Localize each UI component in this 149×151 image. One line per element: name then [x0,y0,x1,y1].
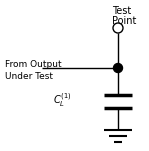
Text: Test: Test [112,6,131,16]
Circle shape [114,64,122,72]
Text: $C_L^{(1)}$: $C_L^{(1)}$ [53,91,72,109]
Text: Point: Point [112,16,136,26]
Circle shape [113,23,123,33]
Text: Under Test: Under Test [5,72,53,81]
Text: From Output: From Output [5,60,62,69]
